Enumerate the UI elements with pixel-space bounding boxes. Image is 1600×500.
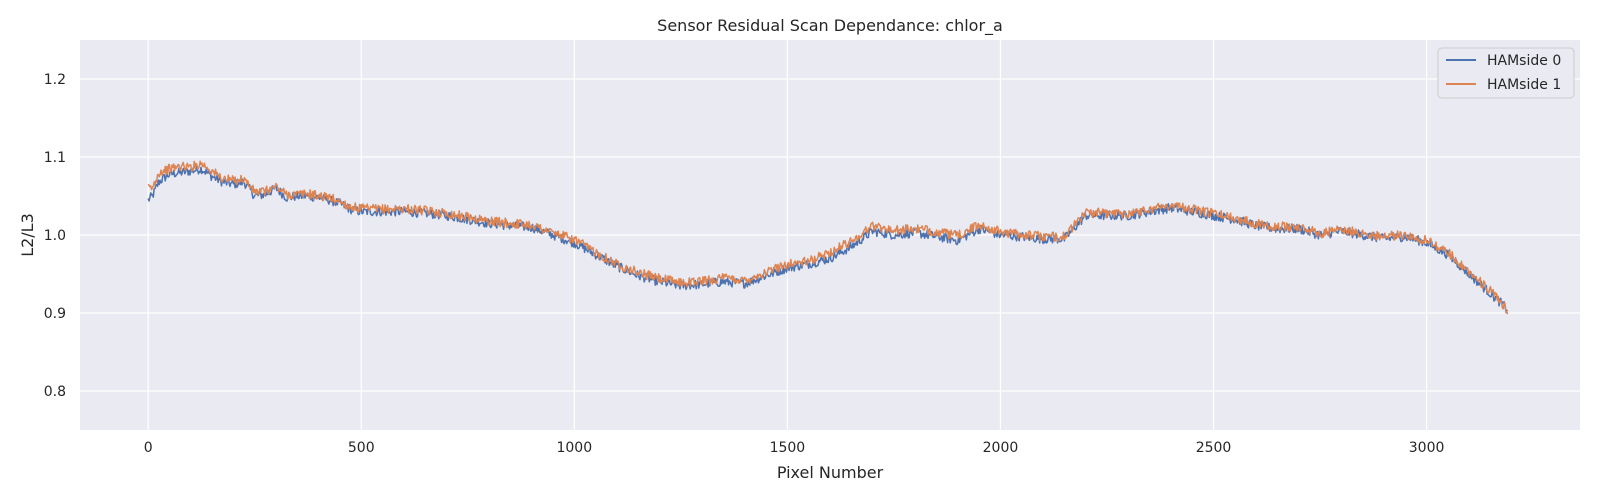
chart-title: Sensor Residual Scan Dependance: chlor_a [657, 16, 1003, 36]
legend-label-hamside-1: HAMside 1 [1487, 77, 1561, 93]
y-tick-label: 0.9 [44, 306, 66, 322]
x-tick-label: 500 [348, 440, 375, 456]
y-tick-label: 1.0 [44, 228, 66, 244]
x-axis-ticks: 0 500 1000 1500 2000 2500 3000 [144, 440, 1445, 456]
x-tick-label: 3000 [1409, 440, 1445, 456]
x-tick-label: 1000 [556, 440, 592, 456]
x-tick-label: 2000 [983, 440, 1019, 456]
x-tick-label: 1500 [770, 440, 806, 456]
x-axis-title: Pixel Number [777, 463, 884, 482]
y-tick-label: 1.1 [44, 150, 66, 166]
y-axis-ticks: 0.8 0.9 1.0 1.1 1.2 [44, 72, 66, 400]
legend: HAMside 0 HAMside 1 [1437, 47, 1575, 99]
series-line-hamside-1 [147, 160, 1509, 315]
y-tick-label: 0.8 [44, 384, 66, 400]
x-tick-label: 0 [144, 440, 153, 456]
y-tick-label: 1.2 [44, 72, 66, 88]
x-tick-label: 2500 [1196, 440, 1232, 456]
y-axis-title: L2/L3 [18, 213, 37, 257]
legend-label-hamside-0: HAMside 0 [1487, 53, 1561, 69]
series-lines [147, 160, 1509, 315]
